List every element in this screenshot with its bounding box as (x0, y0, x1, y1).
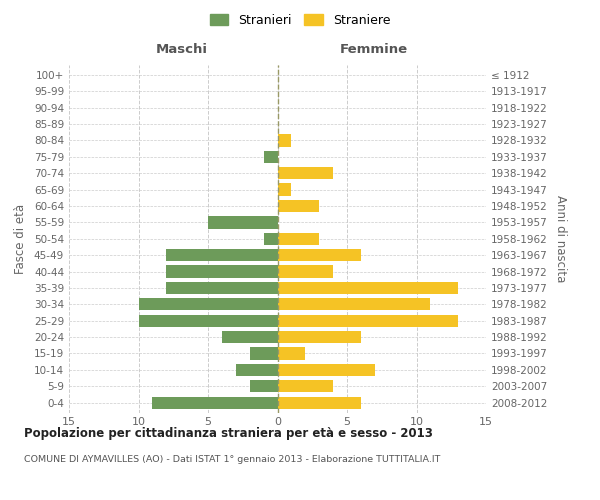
Bar (277, 134, 292, 146)
Bar (250, 380, 277, 392)
Bar (166, 282, 277, 294)
Bar (263, 150, 277, 163)
Text: COMUNE DI AYMAVILLES (AO) - Dati ISTAT 1° gennaio 2013 - Elaborazione TUTTITALIA: COMUNE DI AYMAVILLES (AO) - Dati ISTAT 1… (24, 455, 440, 464)
Y-axis label: Fasce di età: Fasce di età (14, 204, 27, 274)
Bar (277, 232, 319, 245)
Bar (277, 249, 361, 262)
Bar (152, 396, 277, 409)
Bar (277, 298, 430, 310)
Bar (139, 314, 277, 327)
Bar (277, 380, 333, 392)
Bar (277, 282, 458, 294)
Bar (277, 348, 305, 360)
Bar (236, 364, 277, 376)
Bar (208, 216, 277, 228)
Y-axis label: Anni di nascita: Anni di nascita (554, 195, 567, 282)
Bar (277, 167, 333, 179)
Text: Maschi: Maschi (155, 44, 208, 57)
Bar (263, 232, 277, 245)
Text: Popolazione per cittadinanza straniera per età e sesso - 2013: Popolazione per cittadinanza straniera p… (24, 428, 433, 440)
Text: Femmine: Femmine (340, 44, 407, 57)
Legend: Stranieri, Straniere: Stranieri, Straniere (205, 8, 395, 32)
Bar (277, 364, 375, 376)
Bar (277, 266, 333, 278)
Bar (250, 348, 277, 360)
Bar (277, 331, 361, 343)
Bar (166, 249, 277, 262)
Bar (277, 184, 292, 196)
Bar (277, 314, 458, 327)
Bar (222, 331, 277, 343)
Bar (166, 266, 277, 278)
Bar (139, 298, 277, 310)
Bar (277, 200, 319, 212)
Bar (277, 396, 361, 409)
